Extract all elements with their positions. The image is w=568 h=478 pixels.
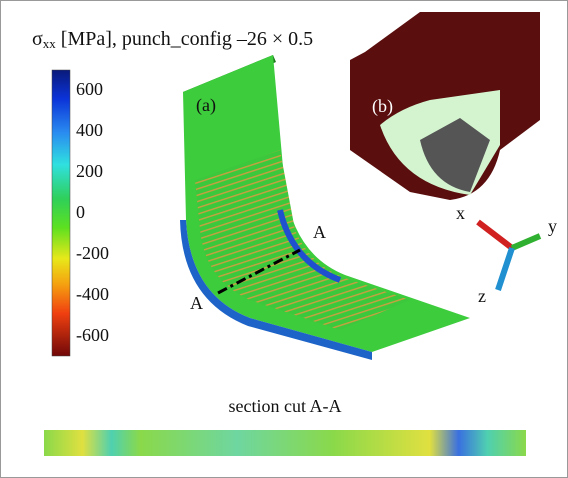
title: σxx [MPa], punch_config –26 × 0.5: [32, 28, 313, 51]
colorbar-tick-label: 400: [76, 120, 103, 140]
colorbar-tick-label: 200: [76, 161, 103, 181]
axis-label: z: [478, 286, 486, 306]
colorbar-tick-label: -200: [76, 243, 109, 263]
colorbar-tick-label: -400: [76, 284, 109, 304]
section-label: A: [313, 222, 326, 242]
colorbar-tick-label: 0: [76, 202, 85, 222]
panel-label: (a): [196, 95, 216, 116]
colorbar-tick-label: 600: [76, 79, 103, 99]
section-label: A: [190, 293, 203, 313]
colorbar-tick-label: -600: [76, 325, 109, 345]
axis-label: x: [456, 203, 465, 223]
figure: σxx [MPa], punch_config –26 × 0.5 600 400…: [0, 0, 568, 478]
caption: section cut A-A: [229, 396, 342, 416]
section-strip: [44, 430, 526, 456]
panel-label: (b): [372, 96, 393, 117]
colorbar: [52, 70, 70, 356]
axis-label: y: [548, 216, 557, 236]
